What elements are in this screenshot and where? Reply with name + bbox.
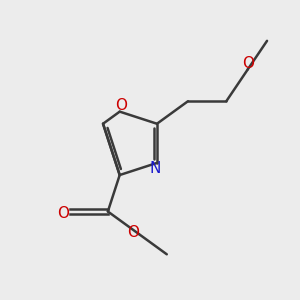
Text: O: O (58, 206, 70, 221)
Text: O: O (127, 225, 139, 240)
Text: N: N (150, 161, 161, 176)
Text: O: O (116, 98, 128, 113)
Text: O: O (242, 56, 254, 71)
